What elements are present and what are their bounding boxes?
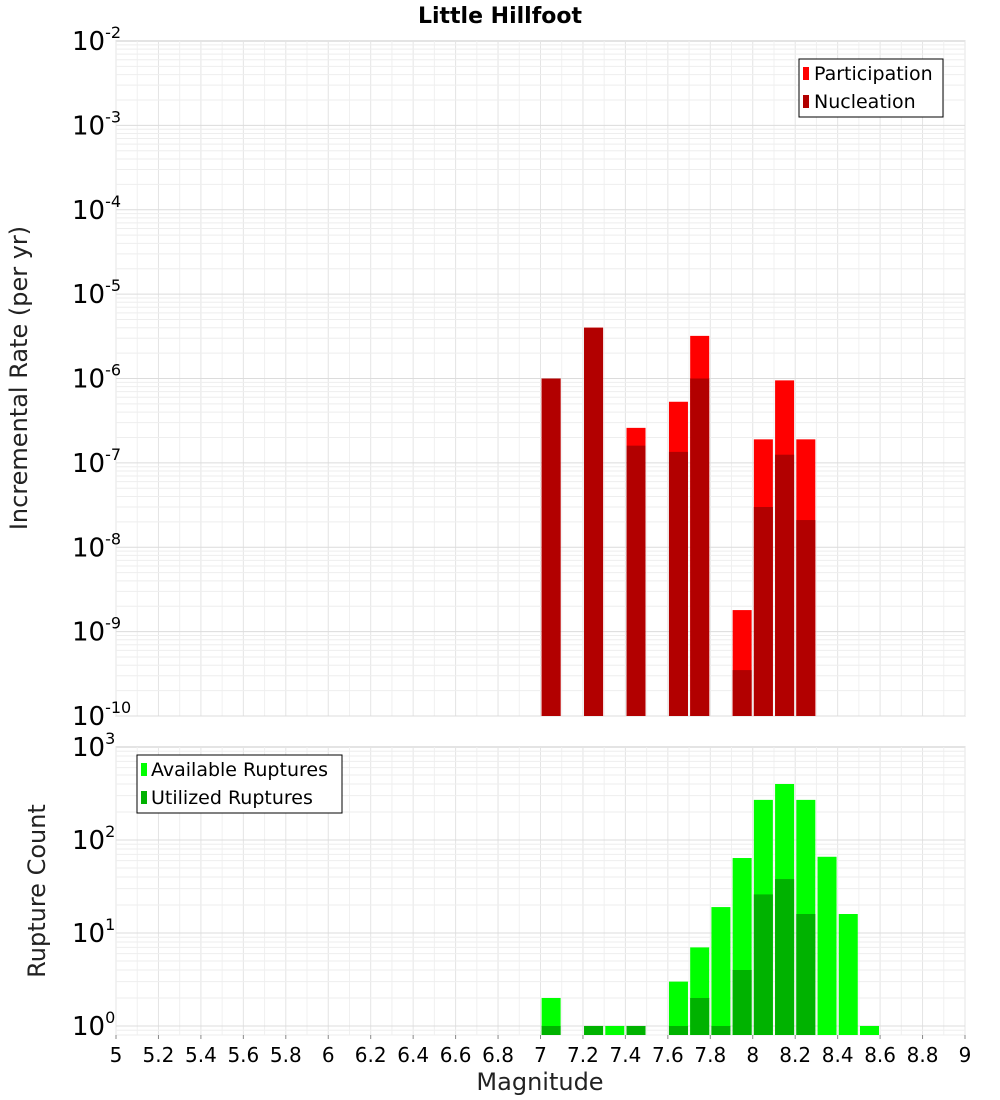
count-bar-available-ruptures: [605, 1025, 625, 1035]
x-axis-label: Magnitude: [476, 1068, 603, 1096]
x-tick-label: 7.6: [652, 1043, 684, 1067]
legend-swatch-available: [141, 763, 147, 776]
rate-bar-nucleation: [541, 378, 561, 716]
count-bar-utilized-ruptures: [753, 894, 773, 1035]
count-bar-available-ruptures: [668, 981, 688, 1035]
rate-y-tick-label: 10-9: [72, 614, 121, 648]
count-legend-box: [136, 754, 343, 814]
x-tick-label: 7.4: [609, 1043, 641, 1067]
count-y-tick-label: 100: [72, 1008, 115, 1042]
rate-bar-nucleation: [796, 520, 816, 716]
rate-legend: Participation Nucleation: [798, 58, 944, 118]
count-bar-utilized-ruptures: [732, 969, 752, 1035]
count-bar-utilized-ruptures: [626, 1025, 646, 1035]
x-tick-label: 6.4: [397, 1043, 429, 1067]
x-tick-label: 8.4: [822, 1043, 854, 1067]
rate-y-tick-label: 10-2: [72, 23, 121, 57]
legend-label-nucleation: Nucleation: [814, 91, 916, 113]
rate-grid: [115, 41, 966, 717]
rate-bar-nucleation: [626, 445, 646, 716]
x-tick-label: 5.8: [270, 1043, 302, 1067]
rate-y-tick-label: 10-5: [72, 276, 121, 310]
count-bar-available-ruptures: [541, 997, 561, 1035]
count-y-tick-label: 103: [72, 729, 115, 763]
count-bar-available-ruptures: [859, 1025, 879, 1035]
count-bar-utilized-ruptures: [775, 879, 795, 1035]
count-bar-available-ruptures: [711, 907, 731, 1035]
x-tick-label: 6.8: [482, 1043, 514, 1067]
count-bar-utilized-ruptures: [711, 1025, 731, 1035]
rate-bar-nucleation: [775, 454, 795, 716]
legend-label-available: Available Ruptures: [151, 759, 328, 781]
count-panel: 103 102 101 100 5 5.2 5.4 5.6 5.8 6 6.2 6.4 6.6 6.8 7…: [23, 729, 971, 1096]
magnitude-x-ticks: 5 5.2 5.4 5.6 5.8 6 6.2 6.4 6.6 6.8 7 7.2 7.4 7.6 7.8 8…: [110, 1035, 972, 1067]
count-bar-utilized-ruptures: [584, 1025, 604, 1035]
rate-y-tick-label: 10-6: [72, 361, 121, 395]
x-tick-label: 7: [534, 1043, 547, 1067]
legend-label-participation: Participation: [814, 63, 933, 85]
chart-title: Little Hillfoot: [418, 4, 583, 29]
count-bars: [541, 784, 879, 1035]
rate-bars: [541, 327, 816, 716]
rate-bar-nucleation: [690, 378, 710, 716]
rate-bar-nucleation: [753, 506, 773, 716]
x-tick-label: 6: [322, 1043, 335, 1067]
x-tick-label: 5.6: [227, 1043, 259, 1067]
rate-y-ticks: 10-2 10-3 10-4 10-5 10-6 10-7 10-8 10-9 10-10: [72, 23, 131, 732]
x-tick-label: 5.4: [185, 1043, 217, 1067]
count-bar-utilized-ruptures: [541, 1025, 561, 1035]
count-y-tick-label: 102: [72, 822, 115, 856]
count-y-axis-label: Rupture Count: [23, 804, 51, 978]
rate-y-tick-label: 10-4: [72, 192, 121, 226]
rate-y-tick-label: 10-10: [72, 698, 131, 732]
x-tick-label: 7.2: [567, 1043, 599, 1067]
rate-bar-nucleation: [668, 451, 688, 716]
count-bar-utilized-ruptures: [690, 997, 710, 1035]
rate-bar-nucleation: [584, 327, 604, 716]
count-bar-available-ruptures: [838, 914, 858, 1035]
x-tick-label: 6.6: [440, 1043, 472, 1067]
rate-bar-nucleation: [732, 670, 752, 716]
count-y-ticks: 103 102 101 100: [72, 729, 115, 1042]
x-tick-label: 8.2: [779, 1043, 811, 1067]
x-tick-label: 6.2: [355, 1043, 387, 1067]
legend-swatch-utilized: [141, 791, 147, 804]
x-tick-label: 8.6: [864, 1043, 896, 1067]
count-legend: Available Ruptures Utilized Ruptures: [136, 754, 343, 814]
count-bar-utilized-ruptures: [796, 914, 816, 1035]
count-bar-utilized-ruptures: [668, 1025, 688, 1035]
rate-y-axis-label: Incremental Rate (per yr): [5, 226, 33, 530]
rate-y-tick-label: 10-3: [72, 107, 121, 141]
legend-swatch-participation: [803, 67, 809, 80]
x-tick-label: 9: [959, 1043, 972, 1067]
rate-panel: Little Hillfoot 10-2 10-3 10-4 10-5 10-6 10-7…: [5, 4, 966, 732]
legend-label-utilized: Utilized Ruptures: [151, 787, 313, 809]
x-tick-label: 5: [110, 1043, 123, 1067]
x-tick-label: 8.8: [907, 1043, 939, 1067]
x-tick-label: 5.2: [143, 1043, 175, 1067]
rate-y-tick-label: 10-8: [72, 529, 121, 563]
count-bar-available-ruptures: [817, 856, 837, 1035]
rate-legend-box: [798, 58, 944, 118]
count-y-tick-label: 101: [72, 915, 115, 949]
legend-swatch-nucleation: [803, 95, 809, 108]
x-tick-label: 8: [746, 1043, 759, 1067]
x-tick-label: 7.8: [694, 1043, 726, 1067]
rate-y-tick-label: 10-7: [72, 445, 121, 479]
